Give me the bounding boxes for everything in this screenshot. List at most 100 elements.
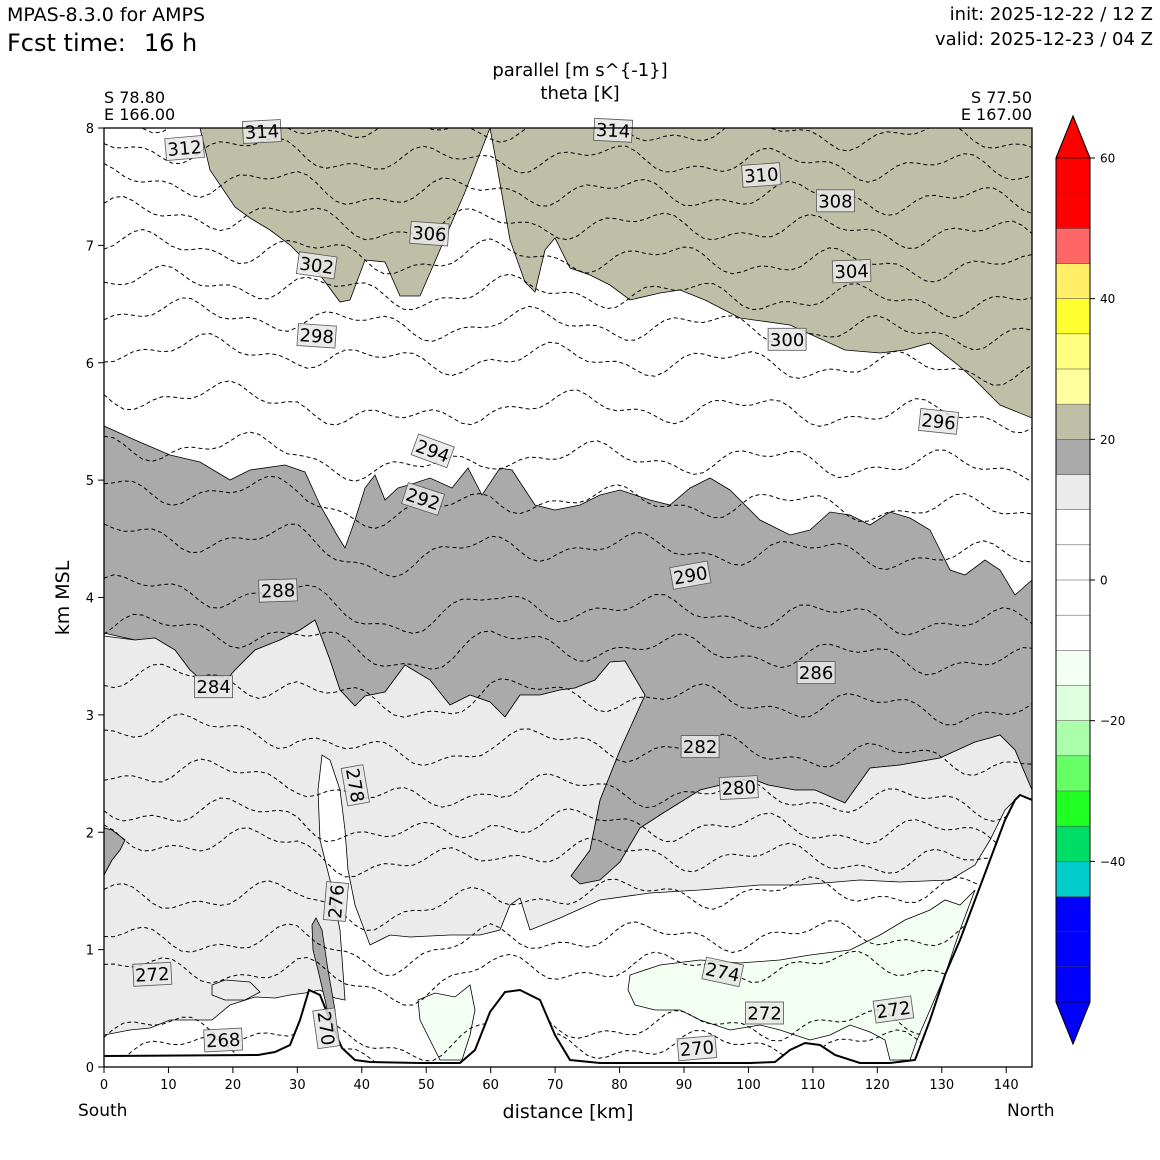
theta-label-box [312, 1007, 341, 1050]
theta-label: 300 [767, 327, 807, 351]
colorbar-outline [1055, 114, 1091, 1046]
theta-label: 296 [918, 408, 960, 435]
colorbar: −40 −20 0 20 40 60 [1055, 114, 1125, 1046]
colorbar-band [1056, 931, 1090, 968]
theta-label-text: 304 [834, 261, 869, 283]
colorbar-band [1056, 544, 1090, 581]
theta-label: 270 [676, 1035, 718, 1062]
theta-label: 294 [410, 433, 455, 469]
colorbar-band [1056, 615, 1090, 651]
theta-label-text: 270 [313, 1010, 339, 1047]
theta-label-box [676, 1035, 718, 1062]
theta-line-294 [104, 475, 1032, 530]
theta-label-text: 272 [135, 964, 170, 987]
x-tick-label: 110 [800, 1078, 825, 1093]
theta-label-text: 310 [743, 164, 779, 187]
x-tick-label: 130 [929, 1078, 954, 1093]
colorbar-tick-label: 20 [1100, 433, 1115, 447]
x-tick-label: 100 [736, 1078, 761, 1093]
south-end-label: South [78, 1101, 128, 1121]
x-tick-label: 10 [160, 1078, 177, 1093]
theta-label: 268 [203, 1027, 244, 1053]
theta-label-box [295, 251, 338, 280]
theta-label-box [401, 482, 445, 516]
theta-label: 308 [816, 189, 855, 212]
theta-label-box [258, 578, 298, 603]
theta-label-box [701, 956, 745, 988]
y-tick-label: 5 [86, 474, 94, 489]
x-tick-label: 140 [994, 1078, 1019, 1093]
theta-line-296 [104, 431, 1032, 483]
theta-label: 306 [409, 220, 450, 247]
y-tick-label: 0 [86, 1061, 94, 1076]
colorbar-tick-label: −40 [1100, 855, 1125, 869]
colorbar-band [1056, 896, 1090, 933]
y-axis-label: km MSL [52, 560, 74, 635]
x-axis-label: distance [km] [503, 1101, 634, 1123]
theta-label-box [741, 162, 782, 188]
x-tick-label: 120 [865, 1078, 890, 1093]
colorbar-band [1056, 755, 1090, 792]
theta-label-box [409, 220, 450, 247]
theta-contour-labels: 3143123143103083063043023002982962942922… [132, 117, 960, 1062]
theta-label: 276 [322, 881, 350, 922]
theta-label-box [296, 323, 337, 349]
right-longitude: E 167.00 [960, 105, 1032, 124]
right-corner-coords: S 77.50 E 167.00 [961, 89, 1032, 123]
right-latitude: S 77.50 [970, 88, 1032, 107]
theta-label-box [410, 433, 455, 469]
theta-line-272 [104, 949, 1032, 1006]
x-tick-label: 30 [289, 1078, 306, 1093]
left-latitude: S 78.80 [104, 88, 166, 107]
theta-label: 302 [295, 251, 338, 280]
left-longitude: E 166.00 [104, 105, 176, 124]
theta-label: 272 [132, 961, 173, 987]
y-tick-label: 8 [86, 122, 94, 137]
theta-label: 284 [194, 675, 234, 698]
theta-label-box [241, 119, 282, 144]
theta-label: 312 [164, 134, 205, 162]
theta-label-box [322, 881, 350, 922]
theta-line-302 [104, 297, 1032, 351]
colorbar-band [1056, 298, 1090, 335]
theta-line-282 [104, 758, 1032, 822]
colorbar-band [1056, 650, 1090, 686]
theta-label-box [132, 961, 173, 987]
theta-label-box [796, 661, 836, 684]
theta-label-text: 272 [875, 998, 912, 1024]
x-tick-label: 50 [418, 1078, 435, 1093]
theta-label-text: 312 [167, 137, 203, 161]
y-tick-label: 1 [86, 944, 94, 959]
theta-label-text: 314 [595, 120, 630, 143]
theta-label-box [669, 560, 712, 590]
theta-label-text: 276 [325, 884, 349, 920]
theta-label-text: 280 [721, 777, 756, 800]
valid-time: valid: 2025-12-23 / 04 Z [935, 29, 1153, 50]
theta-label-box [718, 775, 759, 800]
colorbar-band [1056, 509, 1090, 546]
theta-label-box [918, 408, 960, 435]
x-tick-label: 40 [354, 1078, 371, 1093]
theta-label-box [203, 1027, 244, 1053]
theta-label-text: 284 [196, 677, 230, 698]
theta-label: 272 [745, 1001, 784, 1025]
colorbar-max-extend [1055, 114, 1091, 159]
theta-label-text: 296 [920, 410, 956, 434]
theta-label-text: 302 [298, 254, 335, 280]
theta-line-278 [104, 824, 1032, 882]
theta-label: 280 [718, 775, 759, 800]
theta-line-280 [104, 797, 1032, 853]
theta-line-308 [104, 195, 1032, 249]
theta-line-284 [104, 713, 1032, 776]
theta-label: 314 [593, 117, 634, 143]
theta-line-298 [104, 380, 1032, 434]
theta-label-text: 268 [206, 1030, 241, 1053]
colorbar-min-extend [1055, 1001, 1091, 1046]
colorbar-band [1056, 791, 1090, 827]
colorbar-band [1056, 474, 1090, 511]
fill-band-neg5-0-b [417, 984, 476, 1061]
model-title: MPAS-8.3.0 for AMPS [7, 4, 206, 26]
theta-label: 278 [340, 764, 370, 807]
theta-label: 270 [312, 1007, 341, 1050]
theta-label-box [164, 134, 205, 162]
